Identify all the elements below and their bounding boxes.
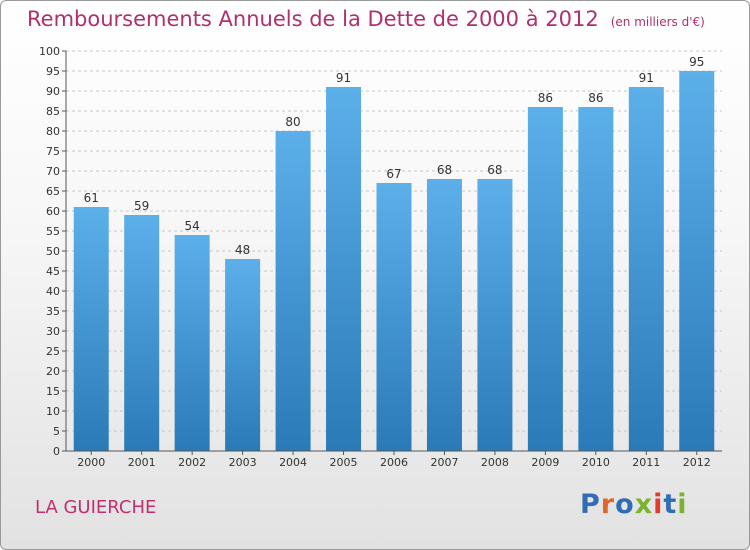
y-tick-label: 45 bbox=[46, 265, 60, 278]
bar-2001 bbox=[124, 215, 160, 451]
logo-letter: t bbox=[663, 489, 678, 520]
bar-2007 bbox=[426, 179, 462, 451]
y-tick-label: 50 bbox=[46, 245, 60, 258]
data-label: 54 bbox=[185, 219, 200, 233]
y-tick-label: 20 bbox=[46, 365, 60, 378]
logo-letter: P bbox=[580, 489, 601, 520]
data-label: 86 bbox=[538, 91, 553, 105]
bar-2009 bbox=[527, 107, 563, 451]
x-tick-label: 2009 bbox=[531, 456, 559, 469]
data-label: 48 bbox=[235, 243, 250, 257]
data-labels: 61 59 54 48 80 91 67 68 68 86 86 91 95 bbox=[84, 55, 705, 257]
bar-2006 bbox=[376, 183, 412, 451]
x-tick-label: 2005 bbox=[330, 456, 358, 469]
title-subtitle: (en milliers d'€) bbox=[610, 15, 705, 29]
y-tick-label: 55 bbox=[46, 225, 60, 238]
y-tick-label: 0 bbox=[53, 445, 60, 458]
bar-2008 bbox=[477, 179, 513, 451]
bar-2000 bbox=[73, 207, 109, 451]
bar-2010 bbox=[578, 107, 614, 451]
bar-2012 bbox=[679, 71, 715, 451]
logo-letter: o bbox=[615, 489, 635, 520]
y-axis-ticks: 0 5 10 15 20 25 30 35 40 45 50 55 60 65 70 75 80 85 90 95 10… bbox=[39, 45, 66, 458]
y-tick-label: 80 bbox=[46, 125, 60, 138]
logo-letter: i bbox=[677, 489, 688, 520]
y-tick-label: 70 bbox=[46, 165, 60, 178]
y-tick-label: 100 bbox=[39, 45, 60, 58]
logo-letter: r bbox=[600, 489, 616, 520]
y-tick-label: 60 bbox=[46, 205, 60, 218]
proxiti-logo[interactable]: Proxiti bbox=[580, 489, 688, 520]
logo-letter: i bbox=[653, 489, 664, 520]
x-axis-ticks: 2000 2001 2002 2003 2004 2005 2006 2007 2008 2009… bbox=[77, 451, 711, 469]
bar-2002 bbox=[174, 235, 210, 451]
x-tick-label: 2008 bbox=[481, 456, 509, 469]
bar-2003 bbox=[225, 259, 261, 451]
data-label: 80 bbox=[285, 115, 300, 129]
bar-2004 bbox=[275, 131, 311, 451]
logo-letter: x bbox=[634, 489, 654, 520]
data-label: 61 bbox=[84, 191, 99, 205]
y-tick-label: 15 bbox=[46, 385, 60, 398]
data-label: 59 bbox=[134, 199, 149, 213]
bar-2011 bbox=[628, 87, 664, 451]
x-tick-label: 2011 bbox=[632, 456, 660, 469]
x-tick-label: 2002 bbox=[178, 456, 206, 469]
x-tick-label: 2012 bbox=[683, 456, 711, 469]
x-tick-label: 2007 bbox=[430, 456, 458, 469]
x-tick-label: 2006 bbox=[380, 456, 408, 469]
data-label: 91 bbox=[336, 71, 351, 85]
x-tick-label: 2010 bbox=[582, 456, 610, 469]
x-tick-label: 2004 bbox=[279, 456, 307, 469]
chart-title: Remboursements Annuels de la Dette de 20… bbox=[27, 7, 705, 31]
data-label: 86 bbox=[588, 91, 603, 105]
bar-2005 bbox=[326, 87, 362, 451]
x-tick-label: 2000 bbox=[77, 456, 105, 469]
y-tick-label: 35 bbox=[46, 305, 60, 318]
data-label: 67 bbox=[386, 167, 401, 181]
y-tick-label: 90 bbox=[46, 85, 60, 98]
title-main: Remboursements Annuels de la Dette de 20… bbox=[27, 7, 599, 31]
x-tick-label: 2003 bbox=[229, 456, 257, 469]
data-label: 68 bbox=[487, 163, 502, 177]
y-tick-label: 5 bbox=[53, 425, 60, 438]
data-label: 68 bbox=[437, 163, 452, 177]
y-tick-label: 40 bbox=[46, 285, 60, 298]
y-tick-label: 65 bbox=[46, 185, 60, 198]
y-tick-label: 95 bbox=[46, 65, 60, 78]
y-tick-label: 25 bbox=[46, 345, 60, 358]
y-tick-label: 75 bbox=[46, 145, 60, 158]
commune-name: LA GUIERCHE bbox=[35, 497, 157, 518]
bars bbox=[73, 71, 715, 451]
data-label: 95 bbox=[689, 55, 704, 69]
data-label: 91 bbox=[639, 71, 654, 85]
y-tick-label: 85 bbox=[46, 105, 60, 118]
y-tick-label: 10 bbox=[46, 405, 60, 418]
y-tick-label: 30 bbox=[46, 325, 60, 338]
x-tick-label: 2001 bbox=[128, 456, 156, 469]
